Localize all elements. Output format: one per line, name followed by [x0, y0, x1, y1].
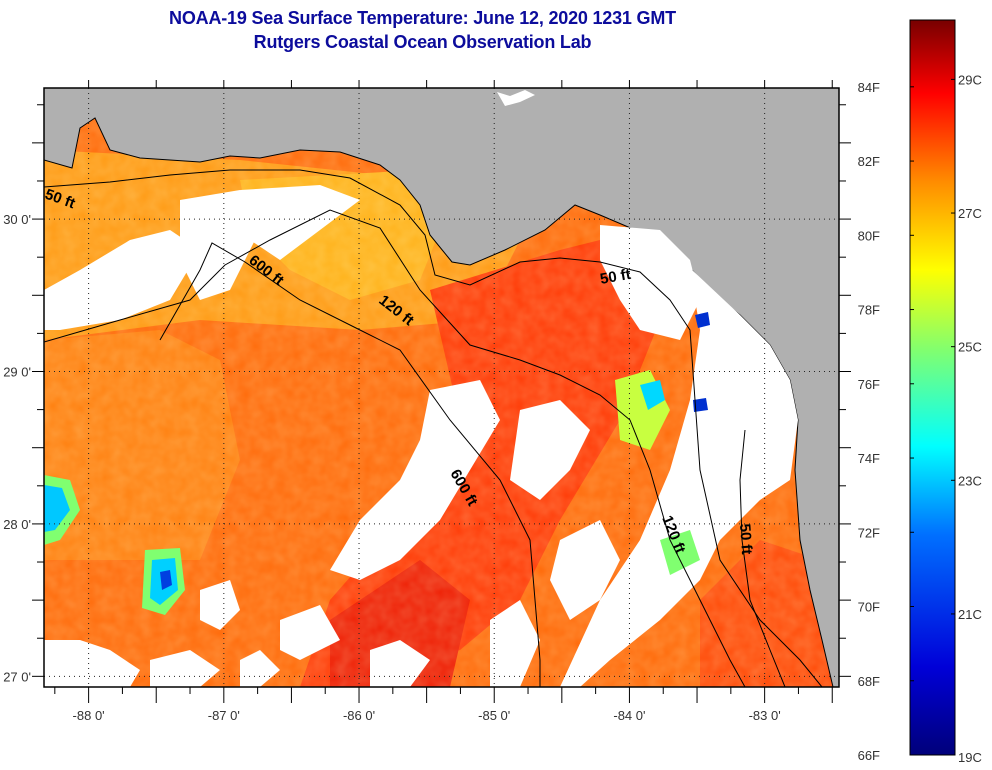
contour-50ft-east [739, 429, 786, 687]
depth-label-50ft-northeast: 50 ft [599, 266, 632, 288]
colorbar-label-f: 66F [858, 748, 880, 763]
colorbar-label-c: 29C [958, 72, 982, 87]
map-axes: -88 0' -87 0' -86 0' -85 0' -84 0' -83 0' 30 0… [3, 80, 851, 723]
map-title: NOAA-19 Sea Surface Temperature: June 12… [169, 8, 676, 28]
map-frame [43, 87, 840, 688]
tick-label-lon: -84 0' [613, 708, 645, 723]
cold-patches [44, 312, 710, 615]
colorbar-axes: 84F 82F 80F 78F 76F 74F 72F 70F 68F 66F 29C 27C 25C 2… [858, 72, 982, 765]
contour-600ft [159, 242, 541, 687]
colorbar-label-f: 84F [858, 80, 880, 95]
tick-label-lat: 30 0' [3, 212, 31, 227]
colorbar-label-c: 27C [958, 206, 982, 221]
colorbar-label-c: 25C [958, 340, 982, 355]
colorbar-label-c: 23C [958, 473, 982, 488]
colorbar-label-c: 19C [958, 750, 982, 765]
cloud-cover [44, 185, 798, 687]
tick-label-lon: -88 0' [73, 708, 105, 723]
colorbar-label-f: 74F [858, 451, 880, 466]
colorbar-label-f: 76F [858, 377, 880, 392]
colorbar [909, 19, 956, 756]
colorbar-label-f: 72F [858, 525, 880, 540]
map-layers: 50 ft 600 ft 120 ft 50 ft 600 ft 120 ft … [44, 88, 839, 687]
colorbar-label-f: 82F [858, 154, 880, 169]
depth-label-50ft-east: 50 ft [736, 523, 755, 555]
tick-label-lon: -85 0' [478, 708, 510, 723]
depth-contours [44, 169, 823, 687]
tick-label-lon: -86 0' [343, 708, 375, 723]
colorbar-label-c: 21C [958, 607, 982, 622]
contour-120ft [44, 209, 746, 687]
map-subtitle: Rutgers Coastal Ocean Observation Lab [253, 32, 592, 52]
contour-50ft-north [44, 169, 823, 687]
colorbar-label-f: 70F [858, 600, 880, 615]
colorbar-label-f: 80F [858, 228, 880, 243]
colorbar-label-f: 68F [858, 674, 880, 689]
tick-label-lon: -87 0' [208, 708, 240, 723]
inland-lake-cloud [497, 90, 535, 106]
land-mass [44, 88, 839, 687]
colorbar-label-f: 78F [858, 303, 880, 318]
tick-label-lat: 27 0' [3, 669, 31, 684]
tick-label-lat: 28 0' [3, 517, 31, 532]
tick-label-lat: 29 0' [3, 364, 31, 379]
tick-label-lon: -83 0' [749, 708, 781, 723]
